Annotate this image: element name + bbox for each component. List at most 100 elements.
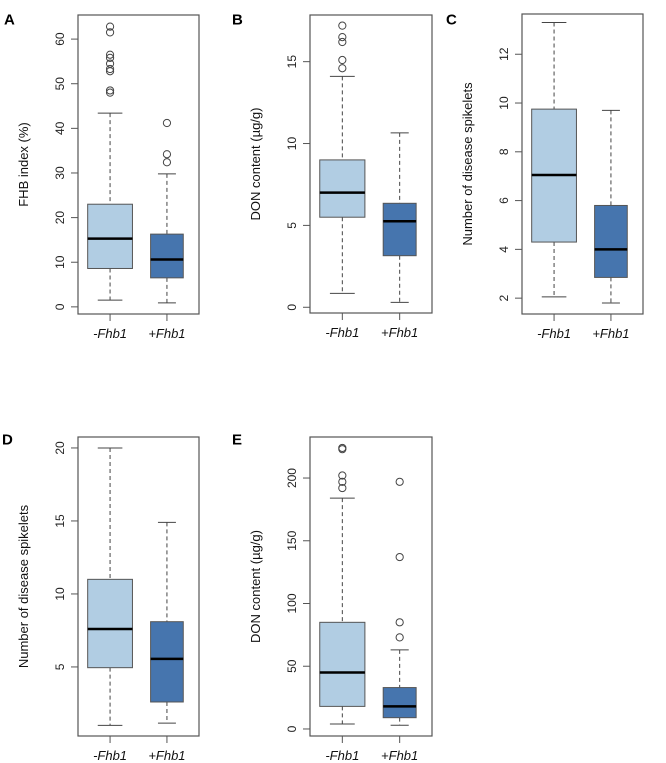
- panel-d: D 5 10 15 20 Number of disease spikelets -Fhb1…: [2, 431, 200, 763]
- panel-e: E 0 50 100 150 200 DON content (µg/g) -Fhb1 +Fhb…: [232, 431, 433, 763]
- y-tick-label: 20: [53, 441, 67, 455]
- y-tick-label: 10: [497, 96, 511, 110]
- y-tick-label: 4: [497, 246, 511, 253]
- iqr-box: [319, 159, 366, 218]
- y-tick-label: 30: [53, 166, 67, 180]
- outlier-point: [105, 59, 115, 68]
- y-tick-label: 2: [497, 294, 511, 301]
- outlier-point: [338, 21, 347, 30]
- box-minus-fhb1: [319, 21, 366, 294]
- box-plus-fhb1: [150, 521, 184, 724]
- y-tick-label: 50: [285, 659, 299, 673]
- outlier-point: [338, 471, 347, 480]
- outlier-point: [105, 28, 115, 37]
- outlier-point: [338, 37, 347, 47]
- panel-label: C: [446, 11, 457, 28]
- outlier-point: [338, 33, 347, 42]
- x-tick-label: +Fhb1: [381, 748, 418, 763]
- plot-frame: [77, 14, 200, 315]
- iqr-box: [150, 621, 184, 703]
- y-tick-label: 200: [285, 468, 299, 488]
- y-tick-label: 100: [285, 593, 299, 613]
- x-tick-label: +Fhb1: [148, 326, 185, 341]
- panel-label: D: [2, 431, 13, 448]
- y-tick-label: 15: [53, 514, 67, 528]
- outlier-point: [105, 86, 115, 95]
- x-tick-label: -Fhb1: [93, 326, 127, 341]
- y-tick-label: 10: [53, 255, 67, 269]
- y-axis-label: DON content (µg/g): [248, 530, 263, 643]
- x-tick-label: -Fhb1: [537, 326, 571, 341]
- y-tick-label: 8: [497, 148, 511, 155]
- outlier-point: [162, 118, 172, 128]
- panel-a: A 0 10 20 30 40 50 60 FHB index (%) -Fhb1 +Fhb1: [4, 11, 200, 341]
- panel-label: E: [232, 431, 242, 448]
- box-minus-fhb1: [319, 443, 366, 725]
- outlier-point: [338, 483, 347, 493]
- outlier-point: [395, 477, 404, 486]
- plot-frame: [77, 436, 200, 737]
- outlier-point: [338, 477, 347, 486]
- iqr-box: [87, 578, 133, 669]
- y-tick-label: 5: [53, 663, 67, 670]
- x-tick-label: -Fhb1: [325, 325, 359, 340]
- outlier-point: [338, 55, 347, 65]
- y-tick-label: 0: [285, 304, 299, 311]
- outlier-point: [105, 50, 115, 59]
- outlier-point: [395, 552, 404, 562]
- outlier-point: [105, 53, 115, 62]
- outlier-point: [395, 633, 404, 642]
- box-minus-fhb1: [87, 447, 133, 726]
- iqr-box: [319, 621, 366, 707]
- iqr-box: [382, 687, 417, 719]
- outlier-point: [162, 150, 172, 159]
- y-tick-label: 10: [53, 587, 67, 601]
- box-minus-fhb1: [531, 22, 577, 298]
- y-tick-label: 5: [285, 222, 299, 229]
- outlier-point: [338, 64, 347, 73]
- panel-label: A: [4, 11, 15, 28]
- y-tick-label: 0: [285, 725, 299, 732]
- y-tick-label: 40: [53, 121, 67, 135]
- y-tick-label: 20: [53, 211, 67, 225]
- plot-frame: [309, 436, 433, 737]
- outlier-point: [338, 443, 347, 453]
- outlier-point: [105, 64, 115, 74]
- outlier-point: [105, 88, 115, 97]
- iqr-box: [87, 203, 133, 269]
- outlier-point: [105, 22, 115, 31]
- box-plus-fhb1: [382, 477, 417, 726]
- y-tick-label: 6: [497, 197, 511, 204]
- y-tick-label: 60: [53, 32, 67, 46]
- x-tick-label: +Fhb1: [381, 325, 418, 340]
- panel-b: B 0 5 10 15 DON content (µg/g) -Fhb1 +Fhb1: [232, 11, 433, 340]
- panel-label: B: [232, 11, 243, 28]
- plot-frame: [521, 13, 644, 315]
- box-minus-fhb1: [87, 22, 133, 301]
- box-plus-fhb1: [382, 132, 417, 303]
- outlier-point: [395, 618, 404, 627]
- plot-frame: [309, 14, 433, 314]
- x-tick-label: +Fhb1: [148, 748, 185, 763]
- box-plus-fhb1: [594, 109, 628, 304]
- x-tick-label: +Fhb1: [592, 326, 629, 341]
- box-plus-fhb1: [150, 118, 184, 304]
- iqr-box: [594, 204, 628, 278]
- outlier-point: [162, 158, 172, 167]
- y-tick-label: 12: [497, 47, 511, 61]
- y-tick-label: 150: [285, 530, 299, 550]
- iqr-box: [382, 202, 417, 257]
- y-axis-label: DON content (µg/g): [248, 108, 263, 221]
- x-tick-label: -Fhb1: [325, 748, 359, 763]
- y-tick-label: 50: [53, 77, 67, 91]
- panel-c: C 2 4 6 8 10 12 Number of disease spikelets -Fhb…: [446, 11, 644, 341]
- iqr-box: [150, 233, 184, 279]
- y-tick-label: 0: [53, 303, 67, 310]
- y-axis-label: FHB index (%): [16, 122, 31, 207]
- y-axis-label: Number of disease spikelets: [460, 82, 475, 246]
- x-tick-label: -Fhb1: [93, 748, 127, 763]
- y-axis-label: Number of disease spikelets: [16, 504, 31, 668]
- y-tick-label: 15: [285, 55, 299, 69]
- y-tick-label: 10: [285, 137, 299, 151]
